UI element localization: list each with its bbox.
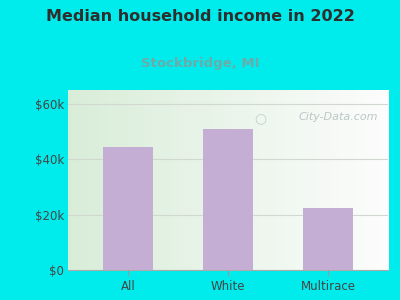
Bar bbox=[103, 147, 153, 270]
Text: City-Data.com: City-Data.com bbox=[299, 112, 378, 122]
Bar bbox=[203, 129, 253, 270]
Text: Stockbridge, MI: Stockbridge, MI bbox=[141, 57, 259, 70]
Text: ○: ○ bbox=[254, 112, 266, 126]
Text: Median household income in 2022: Median household income in 2022 bbox=[46, 9, 354, 24]
Bar bbox=[303, 208, 353, 270]
